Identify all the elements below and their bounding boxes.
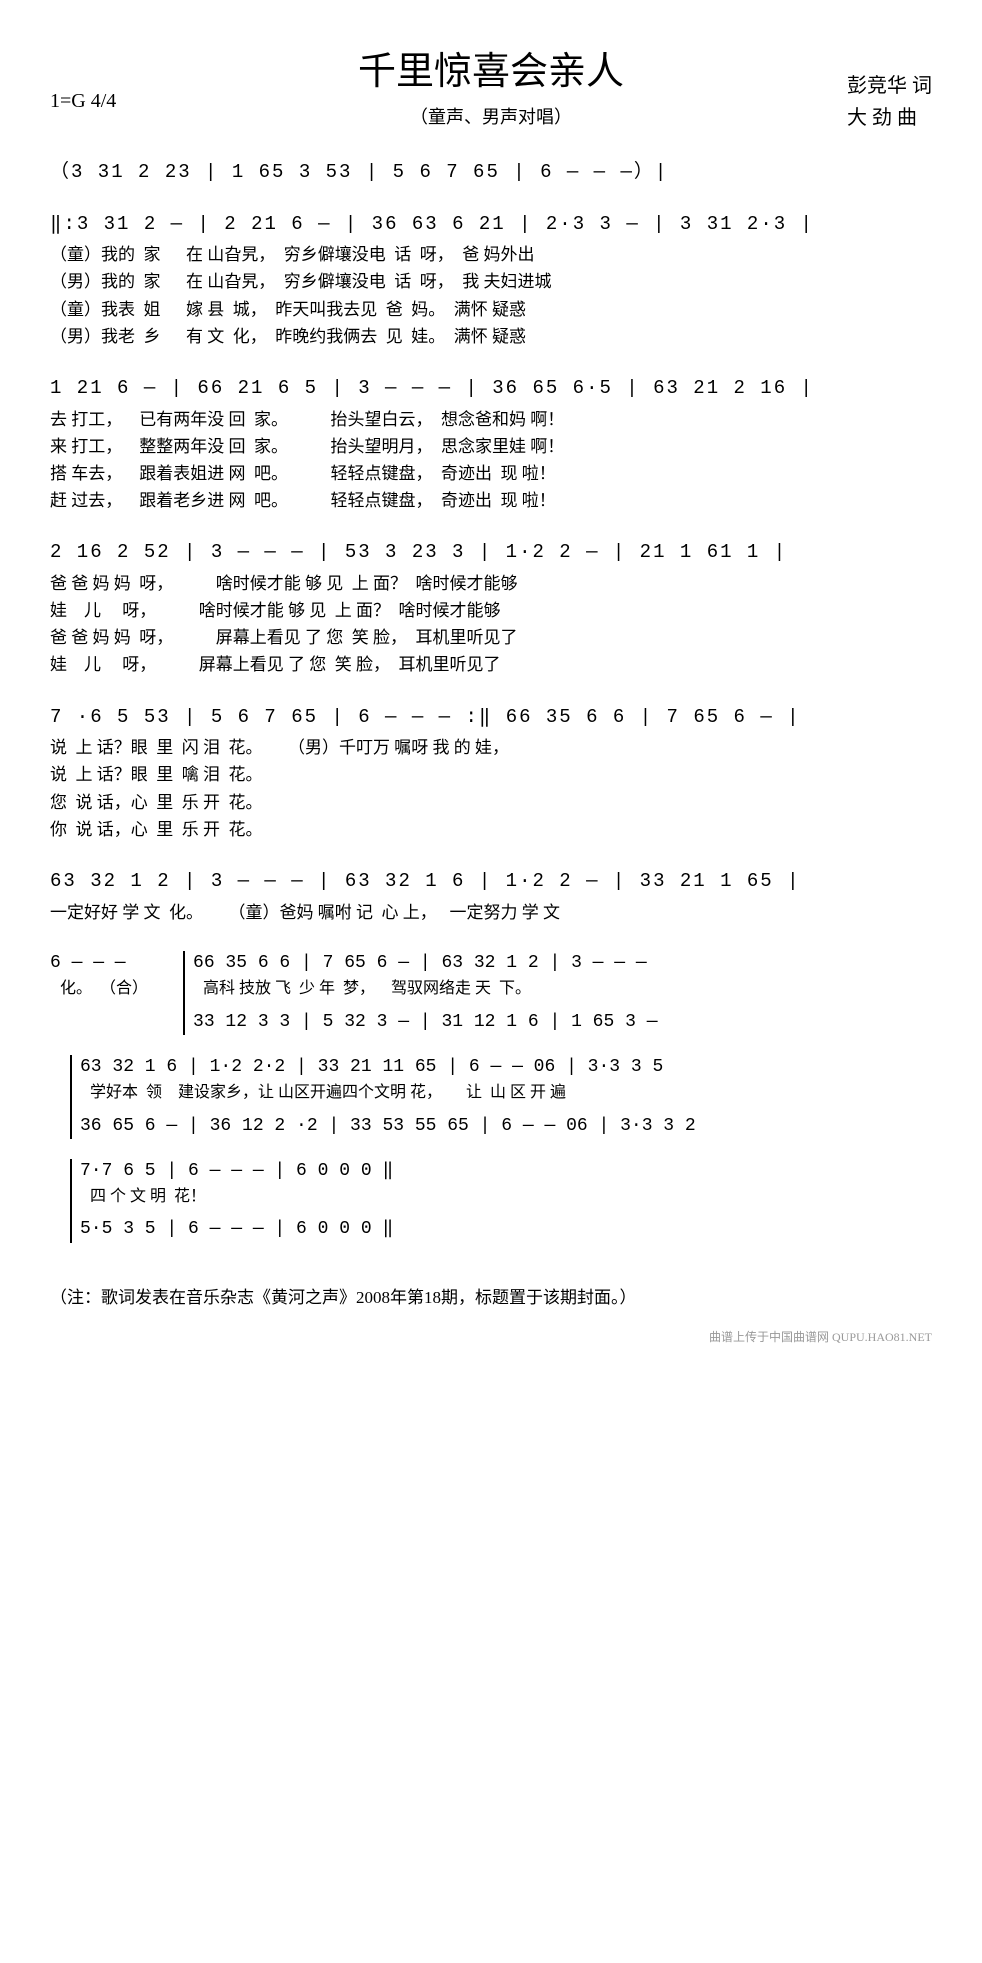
- upper-staff-lyrics: 学好本 领 建设家乡，让 山区开遍四个文明 花， 让 山 区 开 遍: [90, 1080, 696, 1106]
- upper-staff-lyrics: 四 个 文 明 花！: [90, 1184, 393, 1210]
- lyrics-line-3: 娃 儿 呀， 屏幕上看见 了 您 笑 脸， 耳机里听见了: [50, 651, 932, 678]
- score-section-0: ‖:3 31 2 — | 2 21 6 — | 36 63 6 21 | 2·3…: [50, 211, 932, 350]
- ensemble-sections: 6 — — —化。 （合） 66 35 6 6 | 7 65 6 — | 63 3…: [50, 951, 932, 1243]
- notation-line: 2 16 2 52 | 3 — — — | 53 3 23 3 | 1·2 2 …: [50, 539, 932, 566]
- lower-staff-notation: 5·5 3 5 | 6 — — — | 6 0 0 0 ‖: [80, 1217, 393, 1242]
- lower-staff-notation: 33 12 3 3 | 5 32 3 — | 31 12 1 6 | 1 65 …: [193, 1010, 657, 1035]
- header-section: 千里惊喜会亲人 （童声、男声对唱） 1=G 4/4 彭竞华 词 大 劲 曲: [50, 40, 932, 129]
- lyrics-line-1: 说 上 话？眼 里 噙 泪 花。: [50, 761, 932, 788]
- lyrics-line-1: （男）我的 家 在 山旮旯， 穷乡僻壤没电 话 呀， 我 夫妇进城: [50, 268, 932, 295]
- upper-staff-notation: 7·7 6 5 | 6 — — — | 6 0 0 0 ‖: [80, 1159, 393, 1184]
- song-subtitle: （童声、男声对唱）: [50, 103, 932, 129]
- lyrics-line-3: 你 说 话，心 里 乐 开 花。: [50, 816, 932, 843]
- upper-staff-notation: 66 35 6 6 | 7 65 6 — | 63 32 1 2 | 3 — —…: [193, 951, 657, 976]
- intro-note: 6 — — —: [50, 951, 148, 976]
- lyrics-line-0: 爸 爸 妈 妈 呀， 啥时候才能 够 见 上 面？ 啥时候才能够: [50, 570, 932, 597]
- lyrics-line-0: （童）我的 家 在 山旮旯， 穷乡僻壤没电 话 呀， 爸 妈外出: [50, 241, 932, 268]
- lyrics-line-0: 去 打工， 已有两年没 回 家。 抬头望白云， 想念爸和妈 啊！: [50, 406, 932, 433]
- lyrics-line-2: 您 说 话，心 里 乐 开 花。: [50, 789, 932, 816]
- footnote: （注：歌词发表在音乐杂志《黄河之声》2008年第18期，标题置于该期封面。）: [50, 1283, 932, 1308]
- key-signature: 1=G 4/4: [50, 90, 116, 113]
- notation-line: 63 32 1 2 | 3 — — — | 63 32 1 6 | 1·2 2 …: [50, 868, 932, 895]
- upper-staff-lyrics: 高科 技放 飞 少 年 梦， 驾驭网络走 天 下。: [203, 976, 657, 1002]
- lower-staff-notation: 36 65 6 — | 36 12 2 ·2 | 33 53 55 65 | 6…: [80, 1114, 696, 1139]
- dual-staff-1: 63 32 1 6 | 1·2 2·2 | 33 21 11 65 | 6 — …: [50, 1055, 932, 1139]
- notation-line: 7 ·6 5 53 | 5 6 7 65 | 6 — — — :‖ 66 35 …: [50, 704, 932, 731]
- composer: 大 劲 曲: [847, 102, 932, 134]
- lyrics-line-1: 娃 儿 呀， 啥时候才能 够 见 上 面？ 啥时候才能够: [50, 597, 932, 624]
- dual-staff-0: 6 — — —化。 （合） 66 35 6 6 | 7 65 6 — | 63 3…: [50, 951, 932, 1035]
- staff-bracket: 63 32 1 6 | 1·2 2·2 | 33 21 11 65 | 6 — …: [70, 1055, 696, 1139]
- intro-section: （3 31 2 23 | 1 65 3 53 | 5 6 7 65 | 6 — …: [50, 159, 932, 186]
- lyrics-line-3: （男）我老 乡 有 文 化， 昨晚约我俩去 见 娃。 满怀 疑惑: [50, 323, 932, 350]
- lyrics-line-1: 来 打工， 整整两年没 回 家。 抬头望明月， 思念家里娃 啊！: [50, 433, 932, 460]
- lyrics-line-0: 说 上 话？眼 里 闪 泪 花。 （男）千叮万 嘱呀 我 的 娃，: [50, 734, 932, 761]
- lyricist: 彭竞华 词: [847, 70, 932, 102]
- score-section-2: 2 16 2 52 | 3 — — — | 53 3 23 3 | 1·2 2 …: [50, 539, 932, 678]
- main-score-sections: ‖:3 31 2 — | 2 21 6 — | 36 63 6 21 | 2·3…: [50, 211, 932, 926]
- notation-line: ‖:3 31 2 — | 2 21 6 — | 36 63 6 21 | 2·3…: [50, 211, 932, 238]
- lyrics-line-2: 搭 车去， 跟着表姐进 网 吧。 轻轻点键盘， 奇迹出 现 啦！: [50, 460, 932, 487]
- lyrics-line-0: 一定好好 学 文 化。 （童）爸妈 嘱咐 记 心 上， 一定努力 学 文: [50, 899, 932, 926]
- score-section-4: 63 32 1 2 | 3 — — — | 63 32 1 6 | 1·2 2 …: [50, 868, 932, 926]
- staff-bracket: 66 35 6 6 | 7 65 6 — | 63 32 1 2 | 3 — —…: [183, 951, 657, 1035]
- notation-line: 1 21 6 — | 66 21 6 5 | 3 — — — | 36 65 6…: [50, 375, 932, 402]
- dual-staff-2: 7·7 6 5 | 6 — — — | 6 0 0 0 ‖四 个 文 明 花！ 5…: [50, 1159, 932, 1243]
- score-section-3: 7 ·6 5 53 | 5 6 7 65 | 6 — — — :‖ 66 35 …: [50, 704, 932, 843]
- intro-lyric: 化。 （合）: [60, 976, 148, 1002]
- watermark: 曲谱上传于中国曲谱网 QUPU.HAO81.NET: [50, 1328, 932, 1345]
- lyrics-line-2: （童）我表 姐 嫁 县 城， 昨天叫我去见 爸 妈。 满怀 疑惑: [50, 296, 932, 323]
- credits: 彭竞华 词 大 劲 曲: [847, 70, 932, 134]
- song-title: 千里惊喜会亲人: [50, 40, 932, 95]
- staff-bracket: 7·7 6 5 | 6 — — — | 6 0 0 0 ‖四 个 文 明 花！ 5…: [70, 1159, 393, 1243]
- lyrics-line-3: 赶 过去， 跟着老乡进 网 吧。 轻轻点键盘， 奇迹出 现 啦！: [50, 487, 932, 514]
- intro-notation: （3 31 2 23 | 1 65 3 53 | 5 6 7 65 | 6 — …: [50, 159, 932, 186]
- score-section-1: 1 21 6 — | 66 21 6 5 | 3 — — — | 36 65 6…: [50, 375, 932, 514]
- upper-staff-notation: 63 32 1 6 | 1·2 2·2 | 33 21 11 65 | 6 — …: [80, 1055, 696, 1080]
- lyrics-line-2: 爸 爸 妈 妈 呀， 屏幕上看见 了 您 笑 脸， 耳机里听见了: [50, 624, 932, 651]
